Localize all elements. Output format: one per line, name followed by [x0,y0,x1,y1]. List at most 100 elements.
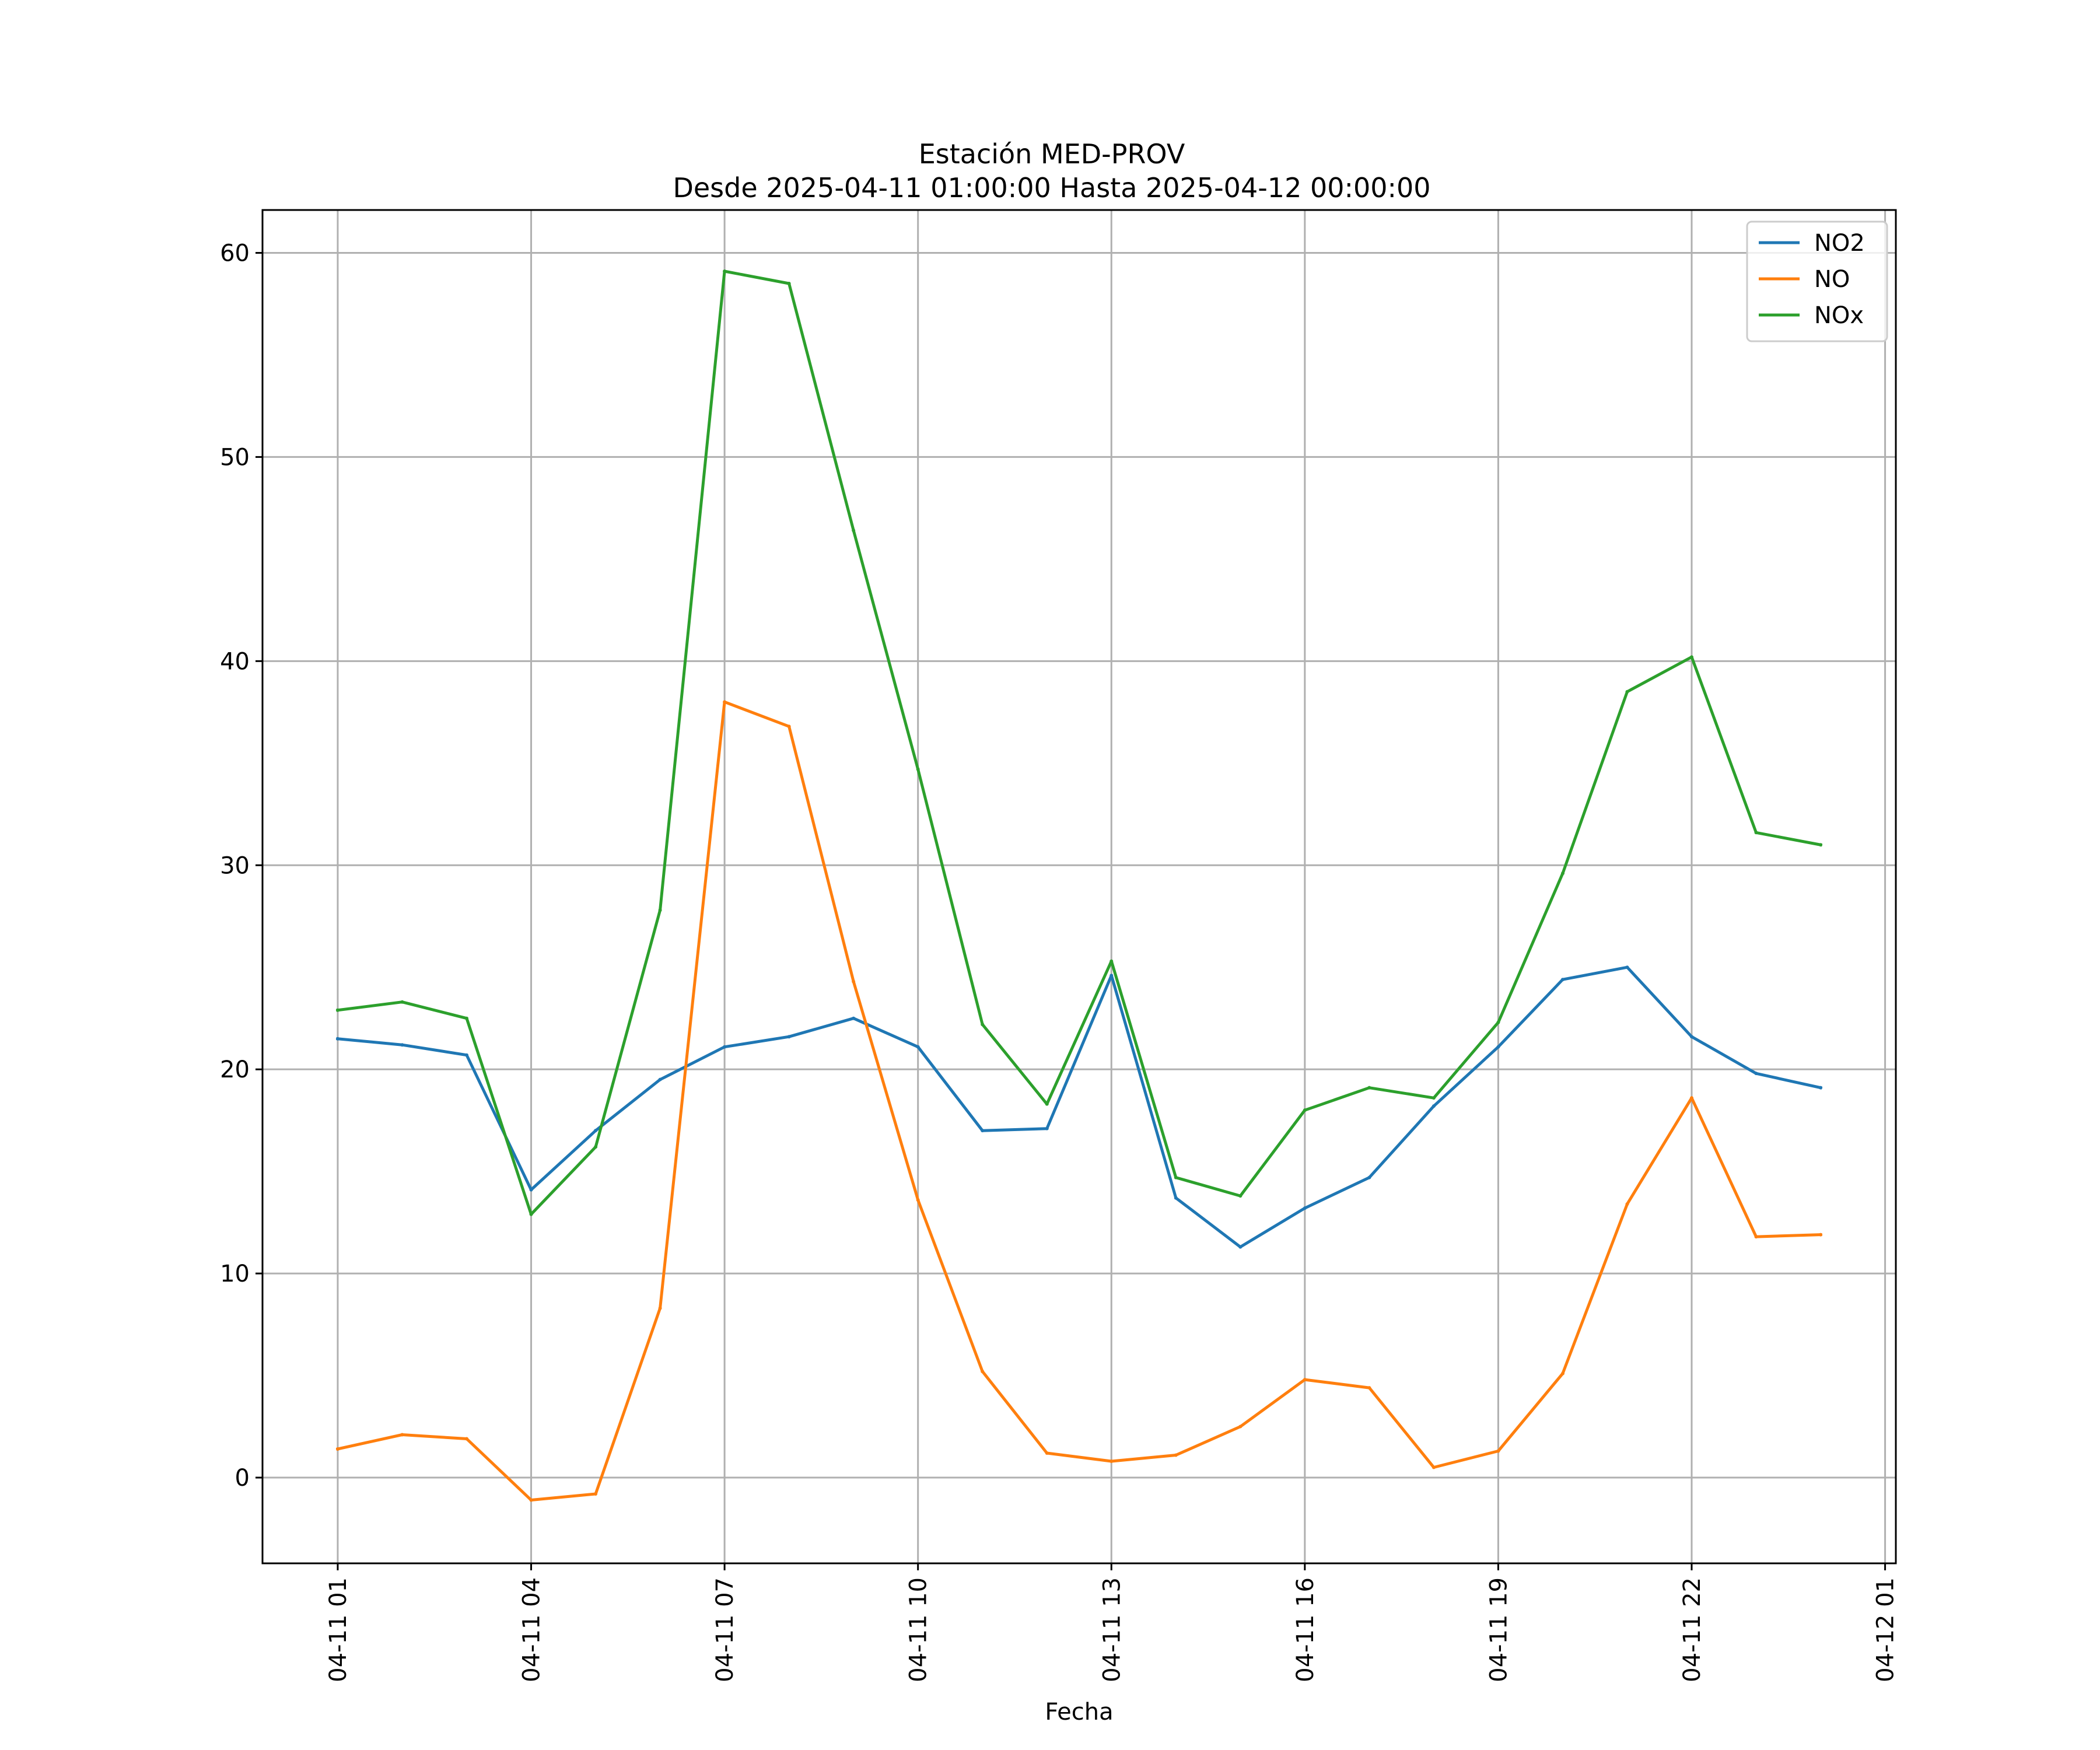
chart-title: Estación MED-PROV [919,138,1185,170]
data-point-no2 [1819,1086,1823,1090]
data-point-no [852,979,856,984]
data-point-no2 [1174,1196,1178,1200]
grid [262,210,1896,1563]
data-point-no2 [658,1077,662,1082]
x-tick-label: 04-11 10 [905,1577,932,1682]
y-tick-label: 50 [220,444,250,471]
series-lines [335,269,1823,1502]
data-point-nox [1496,1020,1500,1024]
data-point-no2 [529,1188,533,1192]
data-point-nox [1045,1102,1049,1106]
data-point-no [1110,1460,1114,1464]
data-point-no [1625,1202,1629,1206]
data-point-nox [1690,655,1693,659]
data-point-no [723,700,727,704]
series-line-nox [336,270,1823,1216]
data-point-no2 [852,1016,856,1020]
data-point-no2 [1238,1245,1242,1249]
data-point-no [400,1433,404,1437]
data-point-no [658,1306,662,1310]
data-point-nox [1367,1086,1371,1090]
data-point-nox [1238,1194,1242,1198]
y-tick-label: 10 [220,1261,250,1287]
data-point-no2 [1560,978,1564,982]
data-point-no2 [723,1045,727,1049]
plot-frame [261,209,1897,1564]
data-point-no [787,724,791,729]
data-point-no2 [1625,965,1629,970]
legend-label-no2: NO2 [1814,230,1865,257]
data-point-nox [916,767,920,771]
x-axis-label: Fecha [1045,1699,1113,1726]
y-tick-label: 20 [220,1056,250,1083]
legend-box [1746,220,1888,342]
data-point-no [916,1198,920,1202]
data-point-nox [852,528,856,533]
y-tick-label: 40 [220,648,250,675]
data-point-no2 [787,1035,791,1039]
y-tick-label: 60 [220,240,250,267]
data-point-nox [981,1023,985,1027]
data-point-nox [400,1000,404,1004]
data-point-no [1303,1378,1307,1382]
data-point-nox [529,1212,533,1216]
data-point-no2 [1367,1175,1371,1180]
data-point-nox [1819,843,1823,847]
data-point-nox [1754,831,1758,835]
data-point-nox [787,281,791,285]
data-point-no2 [335,1037,340,1041]
data-point-no [465,1437,468,1441]
data-point-no [335,1447,340,1451]
data-point-nox [1110,959,1114,963]
data-point-no [594,1492,598,1496]
data-point-no [1754,1235,1758,1239]
data-point-no2 [1303,1206,1307,1210]
data-point-no [1174,1453,1178,1457]
data-point-no2 [1045,1126,1049,1130]
data-point-no2 [1432,1104,1436,1108]
x-tick-label: 04-11 16 [1292,1577,1319,1682]
data-point-no [1496,1449,1500,1453]
data-point-no2 [1690,1035,1693,1039]
data-point-no [1432,1465,1436,1469]
data-point-no2 [1754,1072,1758,1076]
x-tick-label: 04-12 01 [1873,1577,1899,1682]
y-tick-label: 0 [235,1465,250,1492]
x-tick-label: 04-11 19 [1485,1577,1512,1682]
data-point-no [981,1370,985,1374]
data-point-no2 [465,1053,468,1057]
data-point-no2 [1110,974,1114,978]
data-point-nox [1303,1108,1307,1112]
data-point-no [1560,1371,1564,1376]
data-point-nox [594,1145,598,1149]
series-line-no [335,700,1822,1502]
data-point-no [1367,1386,1371,1390]
x-tick-label: 04-11 04 [519,1577,545,1682]
data-point-nox [335,1008,340,1012]
x-tick-label: 04-11 13 [1098,1577,1125,1682]
x-tick-label: 04-11 07 [712,1577,738,1682]
data-point-no [1690,1096,1693,1100]
legend: NO2 NO NOx [1746,220,1888,342]
axis-ticks: 0 10 20 30 40 50 60 04-11 01 04-11 04 04-11 07 04-… [220,240,1899,1682]
data-point-nox [465,1016,468,1020]
data-point-no [1238,1424,1242,1429]
data-point-no [1045,1451,1049,1455]
data-point-no2 [594,1129,598,1133]
data-point-no2 [400,1043,404,1047]
data-point-nox [1560,872,1564,876]
data-point-no2 [981,1129,985,1133]
data-point-nox [658,908,662,912]
data-point-nox [1625,690,1629,694]
series-line-no2 [336,965,1823,1249]
legend-label-no: NO [1814,266,1850,293]
data-point-no [529,1498,533,1502]
data-point-no [1819,1233,1823,1237]
data-point-nox [723,269,727,273]
chart-subtitle: Desde 2025-04-11 01:00:00 Hasta 2025-04-… [673,172,1430,204]
y-tick-label: 30 [220,852,250,879]
data-point-no2 [1496,1045,1500,1049]
data-point-nox [1432,1096,1436,1100]
x-tick-label: 04-11 22 [1679,1577,1706,1682]
